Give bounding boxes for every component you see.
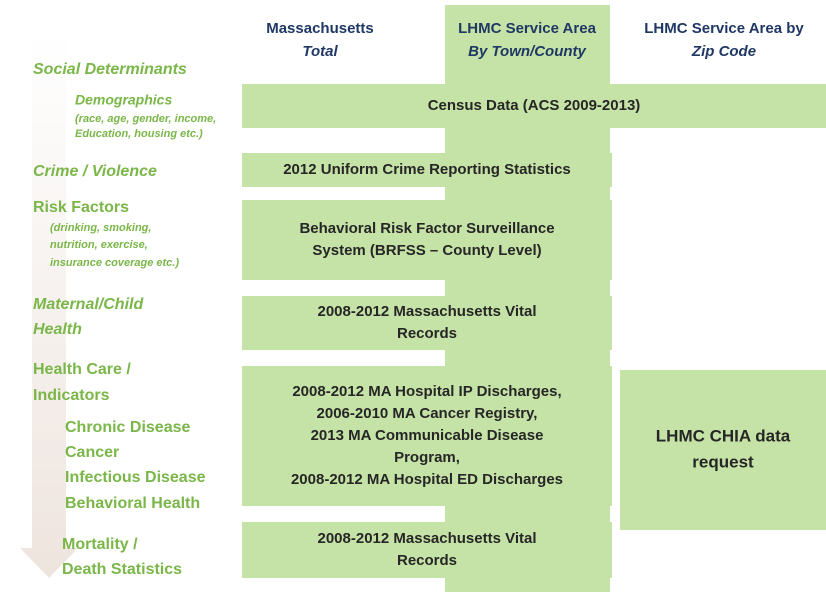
row-label: Indicators [33, 387, 110, 404]
row-note: (drinking, smoking, [50, 222, 151, 234]
source-box [620, 370, 826, 530]
row-item: Chronic Disease [65, 419, 190, 436]
source-box [242, 84, 826, 128]
row-item: Cancer [65, 444, 119, 461]
row-label: Mortality / [62, 536, 138, 553]
row-label: Death Statistics [62, 561, 182, 578]
flow-arrow [20, 30, 78, 578]
row-label: Crime / Violence [33, 163, 157, 180]
row-note: (race, age, gender, income, [75, 113, 216, 125]
row-label: Health Care / [33, 361, 131, 378]
row-note: Education, housing etc.) [75, 128, 203, 140]
column-subtitle: By Town/County [468, 43, 586, 60]
source-text: 2012 Uniform Crime Reporting Statistics [283, 161, 571, 178]
source-text: System (BRFSS – County Level) [312, 242, 541, 259]
row-label: Demographics [75, 92, 172, 108]
source-text: 2008-2012 MA Hospital IP Discharges, [292, 383, 561, 400]
column-title: LHMC Service Area [458, 20, 596, 37]
column-subtitle: Zip Code [691, 43, 756, 60]
source-text: 2006-2010 MA Cancer Registry, [317, 405, 538, 422]
row-label: Risk Factors [33, 199, 129, 216]
source-text: Program, [394, 449, 460, 466]
row-item: Behavioral Health [65, 495, 200, 512]
column-title: LHMC Service Area by [644, 20, 804, 37]
row-item: Infectious Disease [65, 469, 206, 486]
source-text: 2008-2012 Massachusetts Vital [317, 530, 536, 547]
row-label: Health [33, 321, 82, 338]
row-note: nutrition, exercise, [50, 239, 148, 251]
source-text: Census Data (ACS 2009-2013) [428, 97, 641, 114]
source-box [242, 366, 612, 506]
source-text: Behavioral Risk Factor Surveillance [299, 220, 554, 237]
source-text: 2008-2012 MA Hospital ED Discharges [291, 471, 563, 488]
source-box [242, 296, 612, 350]
column-subtitle: Total [302, 43, 338, 60]
source-box [242, 153, 612, 187]
source-text: Records [397, 325, 457, 342]
row-label: Social Determinants [33, 61, 187, 78]
source-text: 2008-2012 Massachusetts Vital [317, 303, 536, 320]
column-title: Massachusetts [266, 20, 374, 37]
row-label: Maternal/Child [33, 296, 144, 313]
source-text: 2013 MA Communicable Disease [311, 427, 544, 444]
source-box [242, 522, 612, 578]
source-text: Records [397, 552, 457, 569]
source-text: request [692, 452, 754, 471]
row-note: insurance coverage etc.) [50, 257, 179, 269]
source-text: LHMC CHIA data [656, 426, 791, 445]
source-box [242, 200, 612, 280]
